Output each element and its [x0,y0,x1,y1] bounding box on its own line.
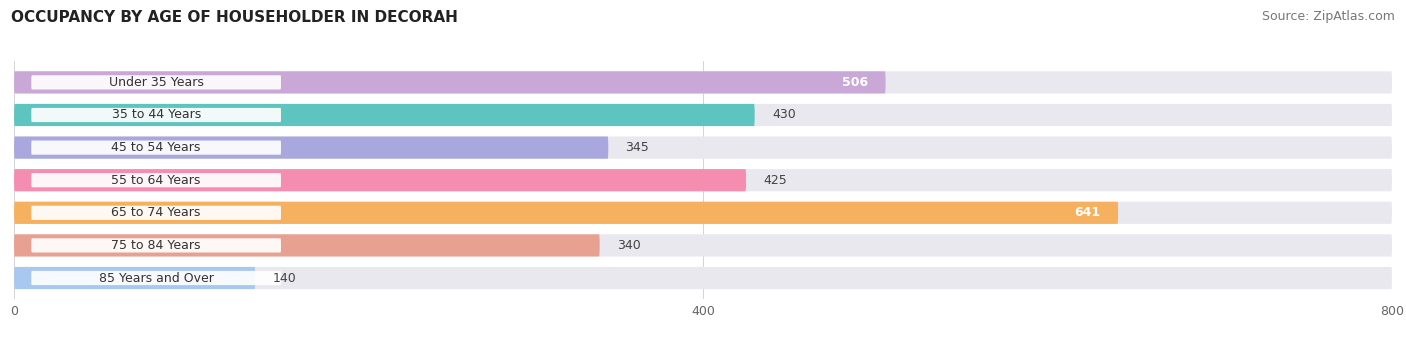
Text: Source: ZipAtlas.com: Source: ZipAtlas.com [1261,10,1395,23]
Text: 65 to 74 Years: 65 to 74 Years [111,206,201,219]
FancyBboxPatch shape [14,71,886,94]
FancyBboxPatch shape [14,234,1392,256]
Text: OCCUPANCY BY AGE OF HOUSEHOLDER IN DECORAH: OCCUPANCY BY AGE OF HOUSEHOLDER IN DECOR… [11,10,458,25]
Text: 55 to 64 Years: 55 to 64 Years [111,174,201,187]
FancyBboxPatch shape [31,271,281,285]
Text: 345: 345 [626,141,650,154]
FancyBboxPatch shape [14,71,1392,94]
FancyBboxPatch shape [14,104,1392,126]
Text: 340: 340 [617,239,641,252]
FancyBboxPatch shape [31,238,281,253]
FancyBboxPatch shape [14,137,1392,159]
Text: 35 to 44 Years: 35 to 44 Years [111,108,201,121]
Text: 75 to 84 Years: 75 to 84 Years [111,239,201,252]
FancyBboxPatch shape [14,234,599,256]
FancyBboxPatch shape [14,267,256,289]
FancyBboxPatch shape [14,202,1392,224]
FancyBboxPatch shape [14,137,609,159]
FancyBboxPatch shape [31,206,281,220]
Text: 45 to 54 Years: 45 to 54 Years [111,141,201,154]
Text: 506: 506 [842,76,869,89]
FancyBboxPatch shape [14,169,1392,191]
Text: 425: 425 [763,174,787,187]
FancyBboxPatch shape [14,267,1392,289]
Text: 85 Years and Over: 85 Years and Over [98,272,214,285]
Text: 641: 641 [1074,206,1101,219]
Text: 140: 140 [273,272,297,285]
FancyBboxPatch shape [14,202,1118,224]
FancyBboxPatch shape [31,75,281,89]
Text: Under 35 Years: Under 35 Years [108,76,204,89]
FancyBboxPatch shape [31,173,281,187]
Text: 430: 430 [772,108,796,121]
FancyBboxPatch shape [14,169,747,191]
FancyBboxPatch shape [31,140,281,155]
FancyBboxPatch shape [14,104,755,126]
FancyBboxPatch shape [31,108,281,122]
